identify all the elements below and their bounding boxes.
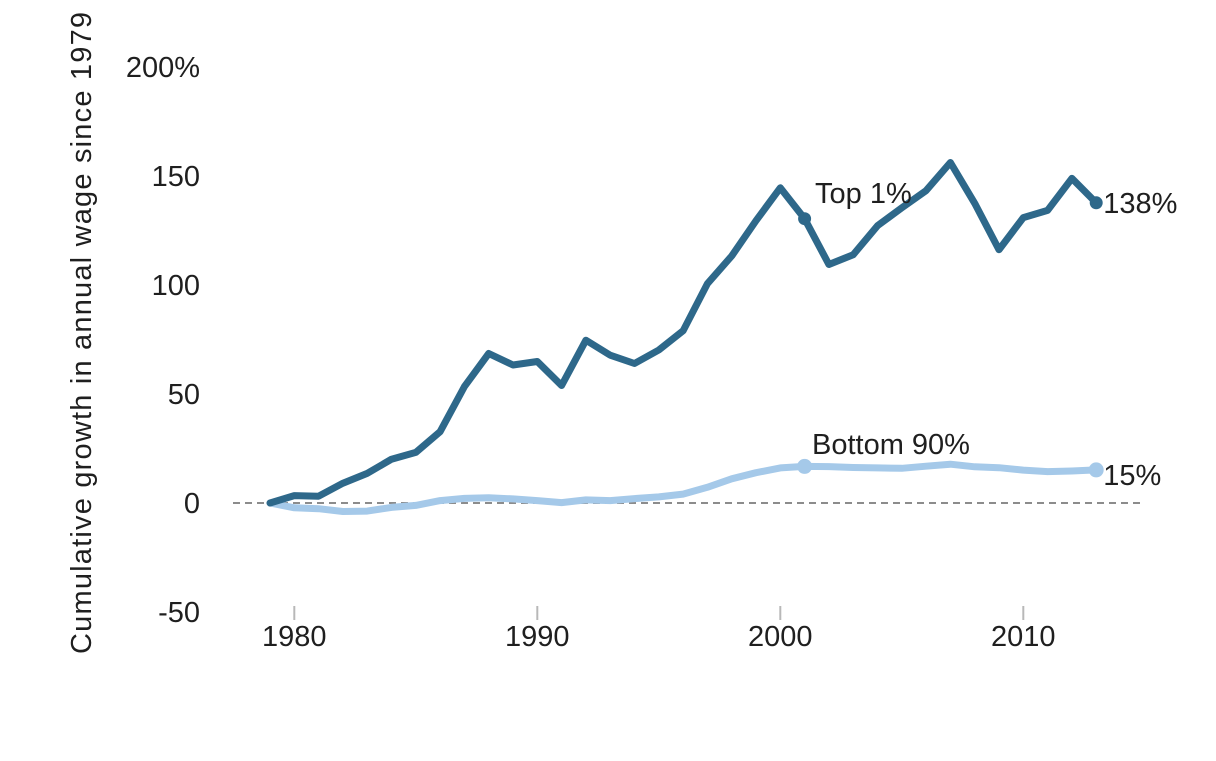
x-tick-label: 1980	[262, 621, 327, 653]
y-tick-label: 0	[184, 488, 200, 520]
top-1-line	[266, 159, 1100, 507]
y-tick-label: 150	[152, 161, 200, 193]
y-tick-label: -50	[158, 597, 200, 629]
bottom-90-marker-2001	[797, 458, 813, 474]
top-1-label: Top 1%	[815, 178, 912, 210]
top-1-marker-2001	[798, 212, 812, 226]
x-tick-label: 2000	[748, 621, 813, 653]
x-tick-label: 2010	[991, 621, 1056, 653]
y-tick-label: 200%	[126, 52, 200, 84]
bottom-90-line	[266, 460, 1100, 515]
bottom-90-end-value: 15%	[1103, 460, 1161, 492]
bottom-90-marker-2013	[1088, 462, 1104, 478]
top-1-end-value: 138%	[1103, 188, 1177, 220]
bottom-90-label: Bottom 90%	[812, 429, 970, 461]
y-tick-label: 50	[168, 379, 200, 411]
x-tick-label: 1990	[505, 621, 570, 653]
y-tick-label: 100	[152, 270, 200, 302]
top-1-marker-2013	[1089, 196, 1103, 210]
